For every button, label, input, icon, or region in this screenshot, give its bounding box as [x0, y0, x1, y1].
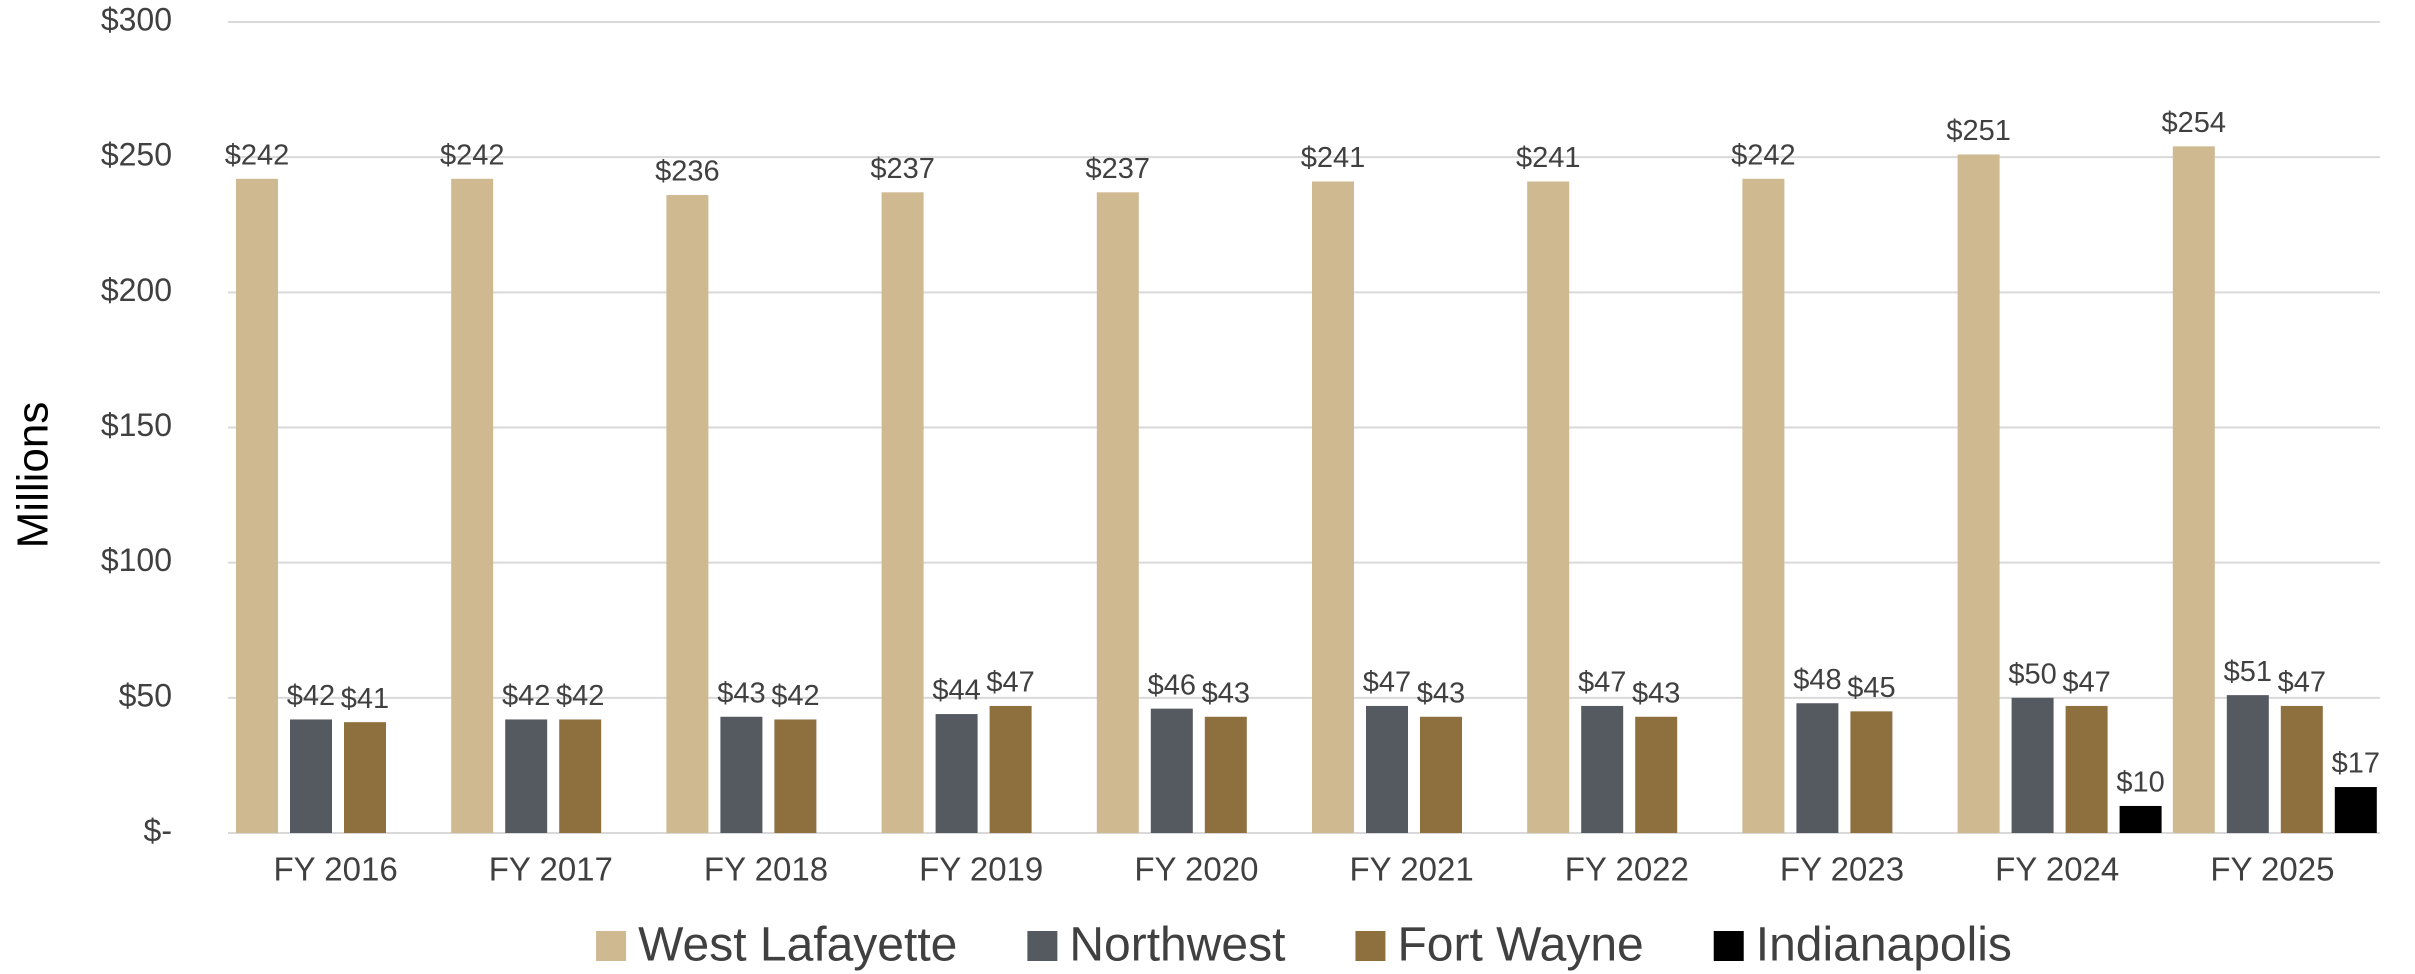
bar — [1527, 181, 1570, 833]
legend-label: Northwest — [1069, 919, 1285, 972]
data-label: $43 — [1202, 677, 1250, 709]
data-label: $10 — [2116, 767, 2164, 799]
legend-label: Indianapolis — [1756, 919, 2012, 972]
data-label: $241 — [1516, 142, 1581, 174]
bar — [1796, 703, 1839, 833]
y-tick-label: $200 — [101, 272, 172, 308]
y-tick-label: $50 — [119, 677, 172, 713]
data-label: $42 — [556, 680, 604, 712]
bar — [774, 719, 817, 833]
x-tick-label: FY 2020 — [1134, 851, 1258, 888]
bar — [344, 722, 386, 833]
data-label: $42 — [287, 680, 335, 712]
bar — [881, 192, 924, 833]
bar — [1635, 716, 1678, 833]
x-tick-label: FY 2019 — [919, 851, 1043, 888]
x-tick-label: FY 2024 — [1995, 851, 2119, 888]
legend: West Lafayette Northwest Fort Wayne Indiana… — [596, 919, 2012, 972]
bar — [1204, 716, 1247, 833]
data-label: $47 — [2062, 667, 2110, 699]
data-label: $48 — [1793, 664, 1841, 696]
data-label: $237 — [870, 153, 935, 185]
data-label: $47 — [986, 667, 1034, 699]
y-tick-label: $- — [144, 812, 172, 848]
bar — [1150, 708, 1193, 833]
bar — [666, 195, 709, 834]
bar — [1312, 181, 1354, 833]
data-label: $44 — [932, 675, 980, 707]
data-label: $42 — [771, 680, 819, 712]
data-label: $254 — [2162, 107, 2227, 139]
data-label: $46 — [1148, 669, 1196, 701]
bar — [1366, 705, 1408, 833]
data-label: $242 — [225, 139, 290, 171]
bar — [720, 716, 763, 833]
bar — [1096, 192, 1139, 833]
bar — [505, 719, 548, 833]
bar — [2280, 705, 2323, 833]
x-tick-label: FY 2022 — [1565, 851, 1689, 888]
bar — [2119, 805, 2162, 833]
data-label: $51 — [2224, 656, 2272, 688]
data-label: $45 — [1847, 672, 1895, 704]
data-label: $236 — [655, 156, 720, 188]
data-label: $242 — [1731, 139, 1796, 171]
data-label: $242 — [440, 139, 505, 171]
legend-label: Fort Wayne — [1397, 919, 1643, 972]
data-label: $50 — [2008, 658, 2056, 690]
legend-swatch — [1355, 931, 1386, 961]
data-label: $47 — [1578, 667, 1626, 699]
bar — [1581, 705, 1624, 833]
x-tick-label: FY 2016 — [274, 851, 398, 888]
data-label: $43 — [1632, 677, 1680, 709]
x-tick-label: FY 2017 — [489, 851, 613, 888]
y-tick-label: $300 — [101, 1, 172, 37]
bar — [1420, 716, 1462, 833]
data-label: $251 — [1946, 115, 2011, 147]
x-tick-label: FY 2021 — [1350, 851, 1474, 888]
bar — [559, 719, 602, 833]
y-tick-label: $100 — [101, 542, 172, 578]
data-label: $47 — [1363, 667, 1411, 699]
data-label: $42 — [502, 680, 550, 712]
bar — [2226, 695, 2269, 833]
bar — [2172, 146, 2215, 833]
data-label: $41 — [341, 683, 389, 715]
data-label: $17 — [2332, 748, 2380, 780]
bar — [1957, 154, 2000, 834]
y-tick-label: $250 — [101, 137, 172, 173]
data-label: $241 — [1301, 142, 1366, 174]
bar — [1850, 711, 1893, 833]
data-label: $47 — [2278, 667, 2326, 699]
bar — [989, 705, 1032, 833]
legend-swatch — [1027, 931, 1058, 961]
data-label: $43 — [1417, 677, 1465, 709]
x-tick-label: FY 2025 — [2210, 851, 2334, 888]
y-axis-label: Millions — [9, 402, 58, 549]
bar — [290, 719, 332, 833]
x-tick-label: FY 2023 — [1780, 851, 1904, 888]
bar — [451, 178, 494, 833]
y-tick-label: $150 — [101, 407, 172, 443]
data-label: $43 — [717, 677, 765, 709]
bar — [1742, 178, 1785, 833]
bar — [2334, 787, 2377, 833]
data-label: $237 — [1086, 153, 1151, 185]
bar — [2065, 705, 2108, 833]
bar — [935, 714, 978, 833]
legend-label: West Lafayette — [638, 919, 957, 972]
legend-swatch — [596, 931, 627, 961]
bar — [2011, 697, 2054, 833]
bar — [236, 178, 278, 833]
legend-swatch — [1713, 931, 1744, 961]
x-tick-label: FY 2018 — [704, 851, 828, 888]
